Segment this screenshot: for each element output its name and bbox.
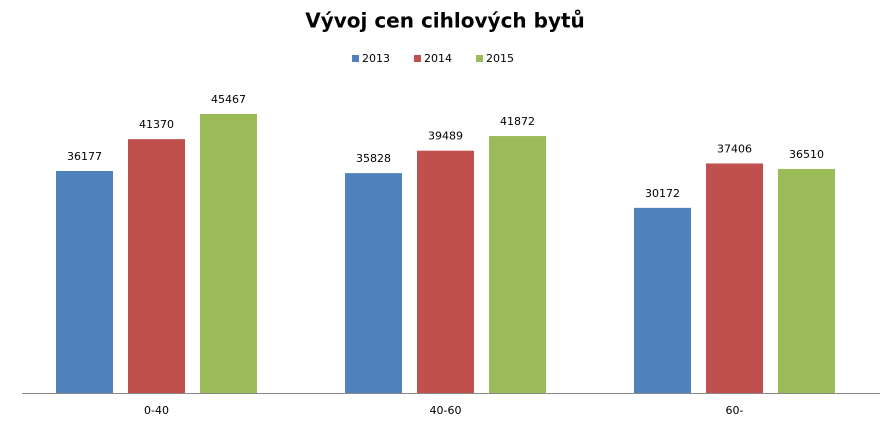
bar — [345, 173, 402, 393]
bar — [634, 207, 691, 393]
bar — [417, 150, 474, 393]
x-tick-label: 0-40 — [144, 404, 169, 417]
bar — [128, 139, 185, 393]
legend-label: 2013 — [362, 52, 390, 65]
bar — [778, 168, 835, 393]
data-label: 36510 — [789, 148, 824, 161]
bar — [56, 171, 113, 393]
x-tick-label: 40-60 — [430, 404, 462, 417]
data-label: 37406 — [717, 142, 752, 155]
bar — [489, 136, 546, 393]
legend-label: 2015 — [486, 52, 514, 65]
bar — [706, 163, 763, 393]
data-label: 39489 — [428, 130, 463, 143]
data-label: 41370 — [139, 118, 174, 131]
legend-swatch — [476, 55, 483, 62]
data-label: 35828 — [356, 152, 391, 165]
data-label: 45467 — [211, 93, 246, 106]
bar — [200, 114, 257, 393]
legend-swatch — [352, 55, 359, 62]
data-label: 41872 — [500, 115, 535, 128]
data-label: 30172 — [645, 187, 680, 200]
data-label: 36177 — [67, 150, 102, 163]
x-tick-label: 60- — [726, 404, 744, 417]
legend-swatch — [414, 55, 421, 62]
chart-title: Vývoj cen cihlových bytů — [305, 9, 585, 33]
legend-label: 2014 — [424, 52, 452, 65]
